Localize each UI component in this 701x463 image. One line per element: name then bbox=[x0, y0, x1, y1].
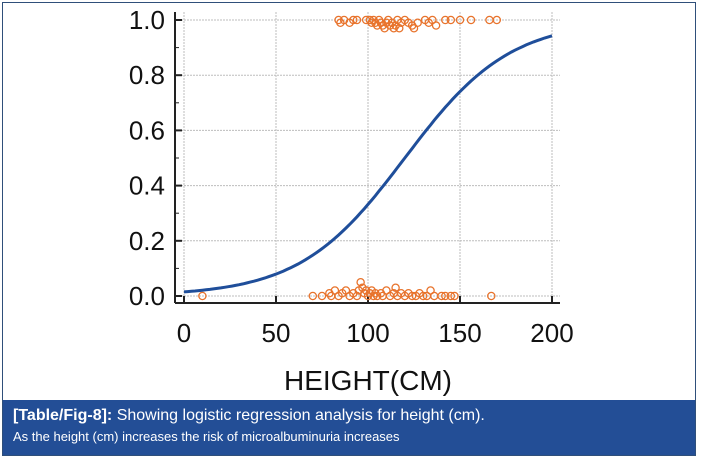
figure-frame bbox=[2, 2, 696, 456]
x-tick-label: 100 bbox=[346, 318, 389, 348]
y-tick-label: 0.2 bbox=[129, 226, 165, 256]
x-tick-label: 50 bbox=[262, 318, 291, 348]
y-tick-label: 0.0 bbox=[129, 281, 165, 311]
x-axis-title: HEIGHT(CM) bbox=[284, 365, 452, 396]
x-axis-ticks: 0 50 100 150 200 bbox=[177, 296, 574, 348]
grid-lines bbox=[175, 12, 560, 303]
fit-curve-group bbox=[183, 34, 553, 294]
data-point bbox=[413, 18, 422, 28]
logistic-regression-chart: 0 50 100 150 200 0.0 0.2 0.4 0.6 0.8 1.0 HEIGHT(C… bbox=[129, 5, 574, 396]
caption-note: As the height (cm) increases the risk of… bbox=[13, 429, 400, 444]
data-point bbox=[395, 24, 404, 33]
data-point bbox=[441, 15, 450, 25]
data-point bbox=[437, 291, 446, 301]
data-point bbox=[455, 15, 465, 25]
caption-label: [Table/Fig-8]: bbox=[13, 407, 113, 424]
data-point bbox=[317, 291, 327, 301]
data-point bbox=[352, 15, 362, 25]
fit-curve bbox=[183, 34, 553, 294]
caption-title: Showing logistic regression analysis for… bbox=[112, 407, 485, 424]
x-tick-label: 0 bbox=[177, 318, 191, 348]
data-point bbox=[352, 291, 362, 301]
data-point bbox=[446, 291, 456, 301]
x-tick-label: 150 bbox=[438, 318, 481, 348]
scatter-points bbox=[198, 15, 502, 301]
data-point bbox=[450, 291, 459, 301]
data-point bbox=[418, 291, 428, 301]
y-tick-label: 0.6 bbox=[129, 115, 165, 145]
data-point bbox=[349, 15, 358, 25]
data-point bbox=[198, 291, 207, 301]
data-point bbox=[356, 277, 365, 287]
data-point bbox=[391, 283, 400, 292]
x-tick-label: 200 bbox=[530, 318, 573, 348]
data-point bbox=[446, 15, 456, 25]
caption-title-line: [Table/Fig-8]: Showing logistic regressi… bbox=[13, 406, 685, 426]
data-point bbox=[407, 291, 417, 301]
y-tick-label: 0.4 bbox=[129, 171, 165, 201]
data-point bbox=[431, 21, 441, 30]
y-axis-ticks: 0.0 0.2 0.4 0.6 0.8 1.0 bbox=[129, 5, 182, 311]
data-point bbox=[308, 291, 318, 301]
data-point bbox=[487, 291, 496, 301]
y-tick-label: 0.8 bbox=[129, 60, 165, 90]
figure-caption: [Table/Fig-8]: Showing logistic regressi… bbox=[3, 400, 695, 455]
data-point bbox=[492, 15, 502, 25]
data-point bbox=[466, 15, 476, 25]
data-point bbox=[441, 291, 450, 301]
y-tick-label: 1.0 bbox=[129, 5, 165, 35]
